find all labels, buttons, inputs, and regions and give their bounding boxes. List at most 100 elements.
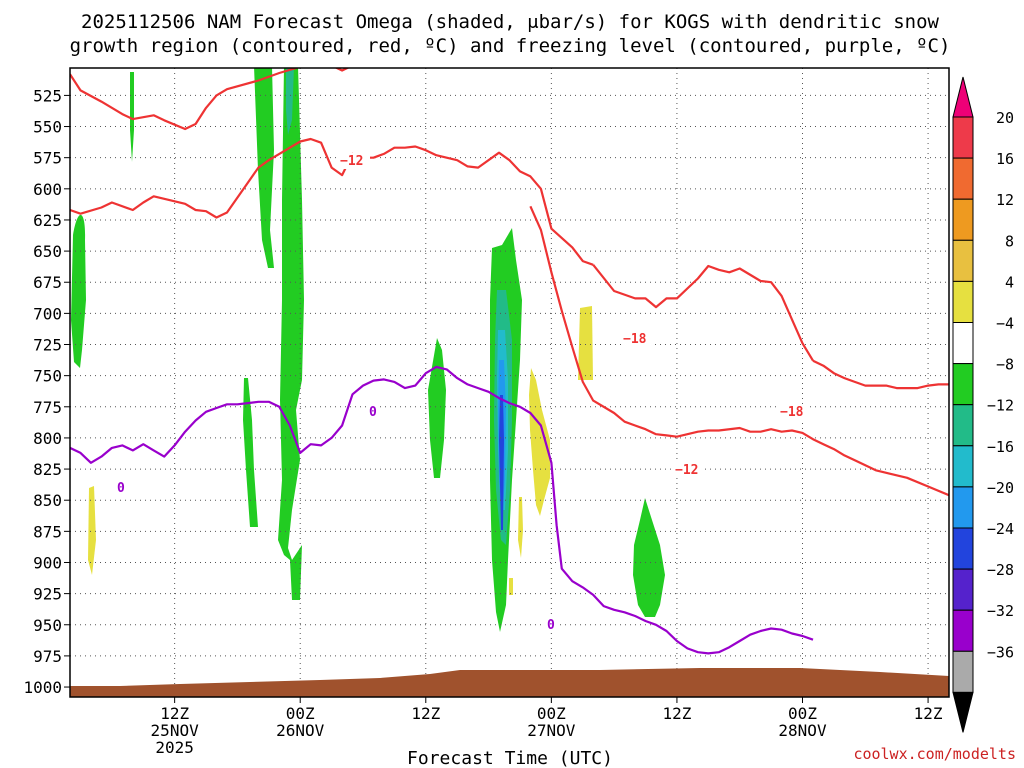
colorbar-label: −12 [987, 397, 1014, 415]
y-tick-label: 575 [33, 149, 62, 168]
y-tick-label: 950 [33, 616, 62, 635]
colorbar-segment [952, 568, 974, 611]
y-tick-label: 825 [33, 460, 62, 479]
credit-text: coolwx.com/modelts [853, 745, 1016, 763]
contour-label-zero-a: 0 [117, 481, 125, 496]
colorbar-label: 8 [1005, 232, 1014, 250]
contour-series-0 [70, 68, 350, 131]
colorbar-segment [952, 650, 974, 693]
colorbar-label: −36 [987, 643, 1014, 661]
colorbar-label: 4 [1005, 273, 1014, 291]
colorbar-segment [952, 322, 974, 365]
colorbar-segment [952, 404, 974, 447]
contour-series-3 [529, 205, 949, 497]
colorbar-segment [952, 363, 974, 406]
colorbar-label: −16 [987, 438, 1014, 456]
x-tick-label: 28NOV [778, 721, 827, 740]
omega-region-green-thin [130, 72, 134, 162]
omega-region-green-mid [428, 338, 446, 478]
contour-series-2 [592, 264, 814, 362]
omega-region-yellow-left [88, 486, 96, 575]
x-tick-label: 00Z [537, 704, 566, 723]
colorbar-segment [952, 445, 974, 488]
x-tick-label: 2025 [155, 738, 194, 757]
contour-label-minus18-b: −18 [780, 405, 804, 420]
colorbar-label: −28 [987, 561, 1014, 579]
y-tick-label: 550 [33, 118, 62, 137]
x-tick-label: 26NOV [276, 721, 325, 740]
contour-label-minus12-b: −12 [675, 463, 698, 478]
terrain-surface [70, 668, 949, 697]
colorbar-label: −20 [987, 479, 1014, 497]
colorbar-bottom-arrow [952, 691, 974, 733]
contour-label-minus12-a: −12 [340, 154, 363, 169]
colorbar-segment [952, 280, 974, 323]
colorbar-segment [952, 486, 974, 529]
omega-region-yellow-main [529, 368, 550, 516]
omega-shading [71, 68, 665, 632]
contour-label-zero-b: 0 [369, 405, 377, 420]
x-tick-label: 12Z [160, 704, 189, 723]
contour-label-zero-c: 0 [547, 618, 555, 633]
y-tick-label: 850 [33, 491, 62, 510]
y-tick-label: 800 [33, 429, 62, 448]
y-axis: 525 550 575 600 625 650 675 700 725 750 775 800 825 8… [23, 86, 70, 697]
colorbar-segment [952, 116, 974, 159]
contour-series-5 [70, 365, 814, 655]
colorbar-segment [952, 157, 974, 200]
colorbar-label: 12 [996, 191, 1014, 209]
y-tick-label: 725 [33, 336, 62, 355]
omega-region-green-left [71, 214, 86, 368]
colorbar-segment [952, 609, 974, 652]
y-tick-label: 650 [33, 242, 62, 261]
omega-region-green-column-c [243, 378, 258, 527]
y-tick-label: 600 [33, 180, 62, 199]
omega-region-yellow-thin [518, 497, 523, 558]
x-tick-label: 00Z [286, 704, 315, 723]
chart-title-line2: growth region (contoured, red, ºC) and f… [70, 35, 951, 57]
omega-region-yellow-upper [578, 306, 593, 380]
y-tick-label: 775 [33, 398, 62, 417]
x-tick-label: 27NOV [527, 721, 576, 740]
colorbar-label: −24 [987, 520, 1014, 538]
y-tick-label: 700 [33, 304, 62, 323]
colorbar-label: −8 [996, 356, 1014, 374]
colorbar-label: −32 [987, 602, 1014, 620]
plot-frame [69, 67, 950, 698]
omega-region-green-column-a [254, 68, 274, 268]
y-tick-label: 625 [33, 211, 62, 230]
x-axis-title: Forecast Time (UTC) [407, 748, 613, 768]
x-tick-label: 25NOV [151, 721, 200, 740]
omega-region-green-right [633, 498, 665, 617]
x-tick-label: 12Z [914, 704, 943, 723]
y-tick-label: 925 [33, 585, 62, 604]
colorbar-top-arrow [952, 76, 974, 118]
y-tick-label: 750 [33, 367, 62, 386]
omega-region-green-column-b [278, 68, 304, 600]
x-tick-label: 12Z [411, 704, 440, 723]
colorbar-segment [952, 198, 974, 241]
contour-series-4 [812, 359, 949, 390]
colorbar-label: 20 [996, 109, 1014, 127]
y-tick-label: 875 [33, 522, 62, 541]
chart-title-line1: 2025112506 NAM Forecast Omega (shaded, μ… [81, 11, 939, 33]
omega-region-yellow-dot [509, 578, 513, 595]
omega-region-green-column-b-core [286, 68, 294, 135]
x-tick-label: 00Z [788, 704, 817, 723]
contour-label-minus18-a: −18 [623, 332, 647, 347]
y-tick-label: 900 [33, 553, 62, 572]
x-tick-label: 12Z [662, 704, 691, 723]
colorbar: 20 16 12 8 4 −4 −8 −12 −16 −20 −24 −28 −32 −36 [952, 76, 1014, 733]
colorbar-segment [952, 239, 974, 282]
colorbar-segment [952, 527, 974, 570]
colorbar-label: −4 [996, 315, 1014, 333]
colorbar-label: 16 [996, 150, 1014, 168]
omega-region-blue-core [499, 395, 504, 530]
y-tick-label: 1000 [23, 678, 62, 697]
y-tick-label: 525 [33, 86, 62, 105]
contour-labels: −12 −18 −18 −12 0 0 0 [115, 153, 810, 633]
y-tick-label: 975 [33, 647, 62, 666]
y-tick-label: 675 [33, 273, 62, 292]
